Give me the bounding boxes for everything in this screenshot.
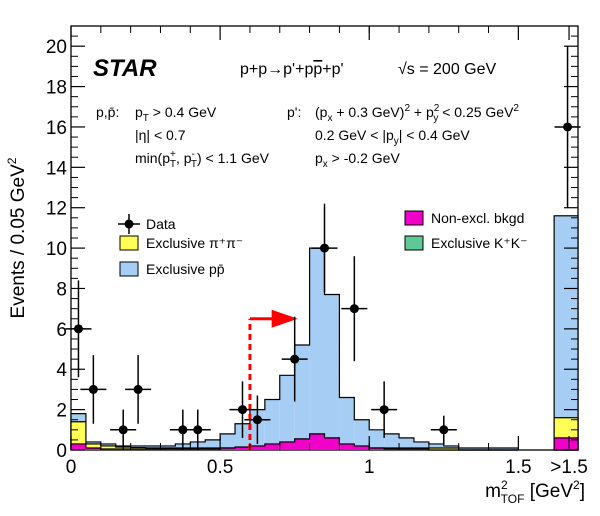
ppbar-bar: [354, 419, 370, 450]
data-point: [237, 405, 247, 415]
legend-nonexcl-label: Non-excl. bkgd: [431, 210, 524, 226]
ppbar-bar: [428, 443, 444, 450]
data-point: [379, 405, 389, 415]
legend-entry-kk: Exclusive K⁺K⁻: [404, 235, 527, 251]
y-tick-label: 14: [46, 158, 68, 179]
reaction-suffix: +p': [322, 61, 343, 78]
overflow-bin: [553, 215, 579, 451]
legend: Data Exclusive π⁺π⁻ Exclusive pp̄ Non-ex…: [118, 210, 527, 277]
pipi-bar: [85, 443, 101, 450]
legend-entry-pipi: Exclusive π⁺π⁻: [119, 235, 243, 251]
ppbar-bar: [369, 429, 385, 450]
ppbar-bar: [399, 437, 414, 450]
x-tick-label: >1.5: [550, 457, 588, 478]
legend-pipi-label: Exclusive π⁺π⁻: [146, 235, 243, 251]
legend-entry-nonexcl: Non-excl. bkgd: [404, 210, 524, 226]
cut-right-label: p':: [287, 104, 301, 120]
data-point: [118, 425, 128, 435]
ppbar-bar: [413, 441, 429, 450]
nonexcl-bar: [354, 445, 370, 450]
data-point: [252, 415, 262, 425]
y-tick-label: 12: [46, 199, 67, 220]
data-point: [349, 304, 359, 314]
ppbar-bar: [279, 375, 295, 450]
pipi-bar: [428, 447, 444, 450]
reaction-text: p+p→p'+pp+p': [240, 61, 344, 78]
x-tick-label: 0: [66, 457, 77, 478]
cut-left-label: p,p̄:: [96, 104, 119, 120]
nonexcl-bar: [220, 447, 236, 450]
ppbar-bar: [309, 248, 325, 450]
cut-indicator: [248, 309, 298, 450]
y-tick-label: 4: [56, 360, 67, 381]
ppbar-bar: [473, 447, 489, 450]
y-tick-label: 10: [46, 239, 67, 260]
data-point: [88, 384, 98, 394]
cut-arrow-head: [271, 309, 298, 328]
y-tick-label: 0: [56, 441, 67, 462]
nonexcl-bar: [369, 447, 385, 450]
legend-data-label: Data: [146, 216, 176, 232]
ppbar-bar: [458, 447, 474, 450]
ppbar-bar: [503, 447, 519, 450]
x-tick-label: 0.5: [207, 457, 233, 478]
nonexcl-bar: [235, 446, 250, 450]
legend-ppbar-label: Exclusive pp̄: [146, 261, 225, 277]
ppbar-bar: [339, 397, 355, 450]
cut-left-line-2: |η| < 0.7: [135, 127, 186, 143]
star-logo: STAR: [93, 55, 157, 82]
cut-right-line-1: (px + 0.3 GeV)2 + p2 y < 0.25 GeV2: [315, 103, 519, 124]
cut-left-line-3: min(p+ T, p-T) < 1.1 GeV: [135, 149, 270, 170]
energy-text: √s = 200 GeV: [398, 61, 497, 78]
y-tick-label: 20: [46, 37, 67, 58]
pipi-bar: [443, 447, 459, 450]
data-point: [133, 384, 143, 394]
y-axis-label: Events / 0.05 GeV2: [5, 157, 29, 318]
ppbar-bar: [205, 439, 221, 450]
y-tick-label: 8: [56, 279, 67, 300]
reaction-prefix: p+p→p'+p: [240, 61, 313, 78]
x-tick-label: 1.5: [505, 457, 531, 478]
cut-right-line-3: px > -0.2 GeV: [315, 150, 400, 170]
nonexcl-bar: [339, 443, 355, 450]
nonexcl-bar: [249, 445, 265, 450]
ppbar-bar: [294, 345, 310, 450]
ppbar-bar: [264, 399, 280, 450]
nonexcl-bar: [324, 437, 340, 450]
legend-entry-ppbar: Exclusive pp̄: [119, 261, 225, 277]
nonexcl-bar: [294, 438, 310, 450]
ppbar-bar: [384, 433, 400, 450]
y-tick-label: 18: [46, 78, 67, 99]
y-tick-label: 2: [56, 401, 67, 422]
y-tick-label: 6: [56, 320, 67, 341]
legend-entry-data: Data: [118, 214, 176, 234]
overflow-ppbar: [553, 215, 579, 451]
axis-ticks: 0 2 4 6 8 10 12 14 16 18 20 0 0.5 1 1.5 >1.5: [46, 26, 588, 478]
data-point: [320, 243, 329, 253]
data-point: [193, 425, 203, 435]
data-points: [65, 46, 581, 450]
nonexcl-bar: [264, 443, 280, 450]
data-point: [439, 425, 449, 435]
nonexcl-bar: [309, 433, 325, 450]
cut-right-line-2: 0.2 GeV < |py| < 0.4 GeV: [315, 127, 470, 147]
data-point: [178, 425, 188, 435]
cut-left-line-1: pT > 0.4 GeV: [135, 104, 217, 124]
ppbar-bar: [220, 433, 236, 450]
ppbar-bar: [324, 294, 340, 450]
pipi-bar: [100, 445, 116, 450]
reaction-pbar: p: [313, 61, 322, 78]
x-tick-label: 1: [364, 457, 375, 478]
ppbar-bar: [488, 447, 504, 450]
pipi-bar: [71, 421, 86, 450]
nonexcl-bar-outline: [70, 433, 519, 451]
data-point: [290, 354, 300, 364]
nonexcl-bar: [85, 447, 101, 450]
nonexcl-bar: [279, 441, 295, 450]
legend-kk-label: Exclusive K⁺K⁻: [431, 235, 527, 251]
y-tick-label: 16: [46, 118, 67, 139]
x-axis-label: m2 TOF [GeV2]: [485, 478, 585, 506]
nonexcl-bar: [71, 443, 86, 450]
